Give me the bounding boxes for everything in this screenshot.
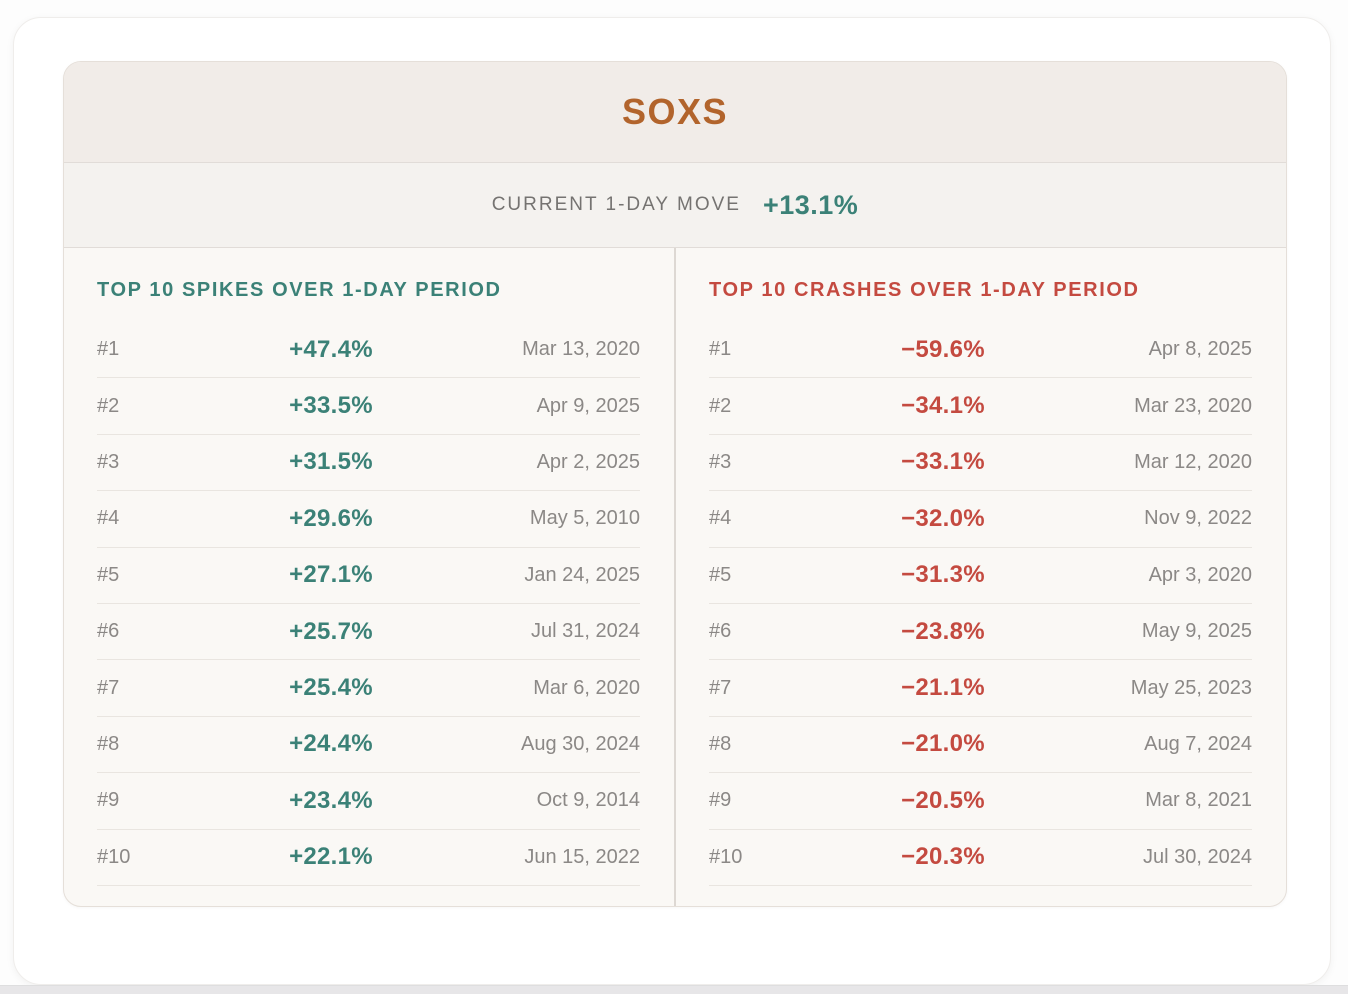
crash-date: May 25, 2023 [1130, 676, 1252, 699]
crashes-column: TOP 10 CRASHES OVER 1-DAY PERIOD #1 −59.… [676, 248, 1286, 906]
spike-row: #7 +25.4% Mar 6, 2020 [97, 660, 640, 717]
spike-rank: #4 [97, 507, 120, 530]
spike-change: +27.1% [289, 561, 373, 589]
crash-change: −20.5% [901, 786, 985, 814]
spike-row: #1 +47.4% Mar 13, 2020 [97, 322, 640, 379]
spike-rank: #3 [97, 450, 120, 473]
current-move-value: +13.1% [762, 189, 859, 220]
spike-rank: #5 [97, 563, 120, 586]
spike-rank: #2 [97, 394, 120, 417]
crash-change: −21.1% [901, 674, 985, 702]
crash-rank: #10 [709, 845, 743, 868]
spike-date: May 5, 2010 [529, 507, 640, 530]
spike-row: #9 +23.4% Oct 9, 2014 [97, 773, 640, 830]
spike-row: #8 +24.4% Aug 30, 2024 [97, 717, 640, 774]
crash-row: #7 −21.1% May 25, 2023 [709, 660, 1252, 717]
spike-rank: #1 [97, 338, 120, 361]
crash-row: #3 −33.1% Mar 12, 2020 [709, 435, 1252, 492]
spike-row: #10 +22.1% Jun 15, 2022 [97, 830, 640, 886]
crash-row: #6 −23.8% May 9, 2025 [709, 604, 1252, 661]
crash-change: −34.1% [901, 392, 985, 420]
spike-change: +31.5% [289, 448, 373, 476]
spike-change: +29.6% [289, 504, 373, 532]
crash-date: Mar 12, 2020 [1134, 450, 1252, 473]
crash-rank: #2 [709, 394, 732, 417]
crash-row: #2 −34.1% Mar 23, 2020 [709, 378, 1252, 435]
crash-date: Aug 7, 2024 [1144, 732, 1252, 755]
spike-date: Oct 9, 2014 [536, 789, 640, 812]
crash-rank: #3 [709, 450, 732, 473]
spike-change: +22.1% [289, 843, 373, 871]
crash-change: −20.3% [901, 843, 985, 871]
crash-rank: #9 [709, 789, 732, 812]
spike-rank: #9 [97, 789, 120, 812]
spike-row: #2 +33.5% Apr 9, 2025 [97, 378, 640, 435]
ticker-stats-card: SOXS CURRENT 1-DAY MOVE +13.1% TOP 10 SP… [13, 17, 1331, 985]
current-move-label: CURRENT 1-DAY MOVE [491, 194, 741, 215]
spike-date: Apr 9, 2025 [536, 394, 640, 417]
crash-change: −31.3% [901, 561, 985, 589]
ticker-panel: SOXS CURRENT 1-DAY MOVE +13.1% TOP 10 SP… [63, 61, 1287, 907]
crash-row: #9 −20.5% Mar 8, 2021 [709, 773, 1252, 830]
crash-change: −32.0% [901, 504, 985, 532]
spike-date: Jan 24, 2025 [524, 563, 640, 586]
spike-rank: #8 [97, 732, 120, 755]
crash-date: May 9, 2025 [1141, 620, 1252, 643]
spike-date: Apr 2, 2025 [536, 450, 640, 473]
panel-header: SOXS [64, 62, 1286, 163]
spike-row: #5 +27.1% Jan 24, 2025 [97, 548, 640, 604]
rankings-columns: TOP 10 SPIKES OVER 1-DAY PERIOD #1 +47.4… [64, 248, 1286, 906]
spike-change: +25.7% [289, 617, 373, 645]
crash-date: Apr 3, 2020 [1148, 563, 1252, 586]
crash-change: −33.1% [901, 448, 985, 476]
spike-row: #4 +29.6% May 5, 2010 [97, 491, 640, 548]
spike-rank: #10 [97, 845, 131, 868]
crash-row: #10 −20.3% Jul 30, 2024 [709, 830, 1252, 886]
crash-date: Jul 30, 2024 [1143, 845, 1252, 868]
spike-change: +33.5% [289, 392, 373, 420]
crash-change: −21.0% [901, 730, 985, 758]
crash-row: #5 −31.3% Apr 3, 2020 [709, 548, 1252, 604]
spikes-column: TOP 10 SPIKES OVER 1-DAY PERIOD #1 +47.4… [64, 248, 674, 906]
spike-date: Jun 15, 2022 [524, 845, 640, 868]
crashes-list: #1 −59.6% Apr 8, 2025 #2 −34.1% Mar 23, … [709, 322, 1252, 886]
crash-date: Nov 9, 2022 [1144, 507, 1252, 530]
crash-rank: #8 [709, 732, 732, 755]
spike-change: +25.4% [289, 674, 373, 702]
crash-row: #4 −32.0% Nov 9, 2022 [709, 491, 1252, 548]
spike-change: +23.4% [289, 786, 373, 814]
crashes-title: TOP 10 CRASHES OVER 1-DAY PERIOD [709, 279, 1140, 301]
crash-date: Mar 8, 2021 [1145, 789, 1252, 812]
crash-rank: #6 [709, 620, 732, 643]
spike-change: +24.4% [289, 730, 373, 758]
crash-rank: #5 [709, 563, 732, 586]
crash-rank: #7 [709, 676, 732, 699]
column-divider [674, 248, 676, 906]
ticker-symbol: SOXS [621, 91, 729, 132]
crash-row: #8 −21.0% Aug 7, 2024 [709, 717, 1252, 774]
crash-row: #1 −59.6% Apr 8, 2025 [709, 322, 1252, 379]
crash-change: −59.6% [901, 335, 985, 363]
current-move-band: CURRENT 1-DAY MOVE +13.1% [64, 163, 1286, 248]
crash-rank: #1 [709, 338, 732, 361]
spikes-title: TOP 10 SPIKES OVER 1-DAY PERIOD [97, 279, 502, 301]
spike-date: Mar 6, 2020 [533, 676, 640, 699]
spike-date: Aug 30, 2024 [521, 732, 640, 755]
crash-change: −23.8% [901, 617, 985, 645]
bottom-strip [0, 985, 1348, 994]
spike-rank: #6 [97, 620, 120, 643]
spikes-list: #1 +47.4% Mar 13, 2020 #2 +33.5% Apr 9, … [97, 322, 640, 886]
spike-rank: #7 [97, 676, 120, 699]
spike-row: #3 +31.5% Apr 2, 2025 [97, 435, 640, 492]
spike-date: Jul 31, 2024 [531, 620, 640, 643]
crash-rank: #4 [709, 507, 732, 530]
spike-change: +47.4% [289, 335, 373, 363]
crash-date: Apr 8, 2025 [1148, 338, 1252, 361]
crash-date: Mar 23, 2020 [1134, 394, 1252, 417]
spike-date: Mar 13, 2020 [522, 338, 640, 361]
spike-row: #6 +25.7% Jul 31, 2024 [97, 604, 640, 661]
